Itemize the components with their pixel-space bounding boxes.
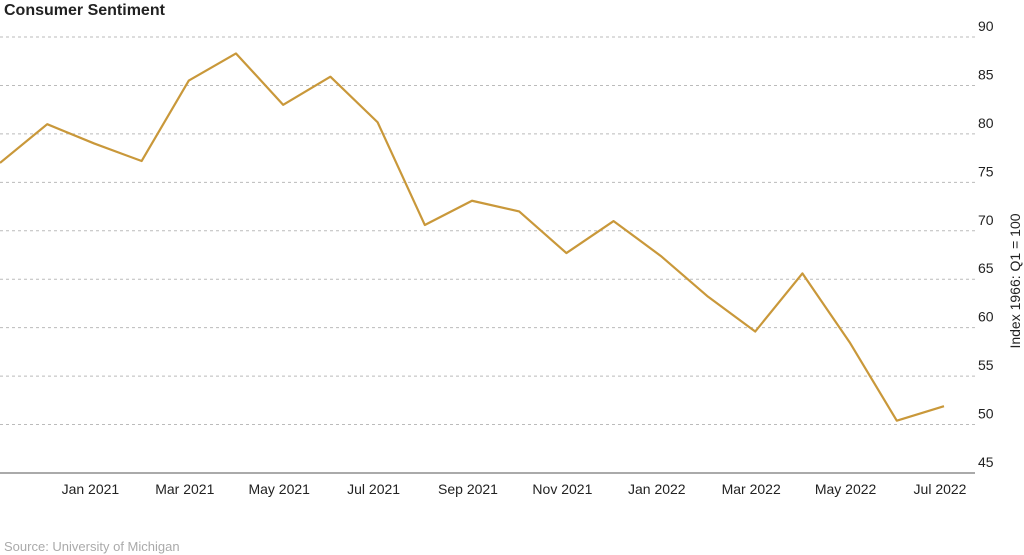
y-tick-label: 75	[978, 163, 994, 179]
x-tick-label: Sep 2021	[438, 481, 498, 497]
x-tick-label: May 2022	[815, 481, 877, 497]
y-tick-label: 65	[978, 260, 994, 276]
chart-title: Consumer Sentiment	[4, 2, 166, 19]
y-tick-label: 55	[978, 357, 994, 373]
y-tick-label: 50	[978, 406, 994, 422]
y-tick-label: 70	[978, 212, 994, 228]
x-tick-label: Mar 2021	[155, 481, 214, 497]
y-tick-label: 60	[978, 309, 994, 325]
x-tick-label: Jan 2021	[62, 481, 120, 497]
y-tick-label: 90	[978, 18, 994, 34]
x-tick-label: Jul 2021	[347, 481, 400, 497]
x-tick-label: Jan 2022	[628, 481, 686, 497]
y-axis-title: Index 1966: Q1 = 100	[1007, 213, 1023, 348]
x-tick-label: May 2021	[248, 481, 310, 497]
x-tick-label: Nov 2021	[532, 481, 592, 497]
source: Source: University of Michigan	[4, 539, 180, 554]
line-series	[0, 52, 945, 422]
y-tick-label: 45	[978, 454, 994, 470]
x-tick-label: Jul 2022	[914, 481, 967, 497]
y-tick-label: 80	[978, 115, 994, 131]
y-tick-label: 85	[978, 66, 994, 82]
x-tick-label: Mar 2022	[722, 481, 781, 497]
